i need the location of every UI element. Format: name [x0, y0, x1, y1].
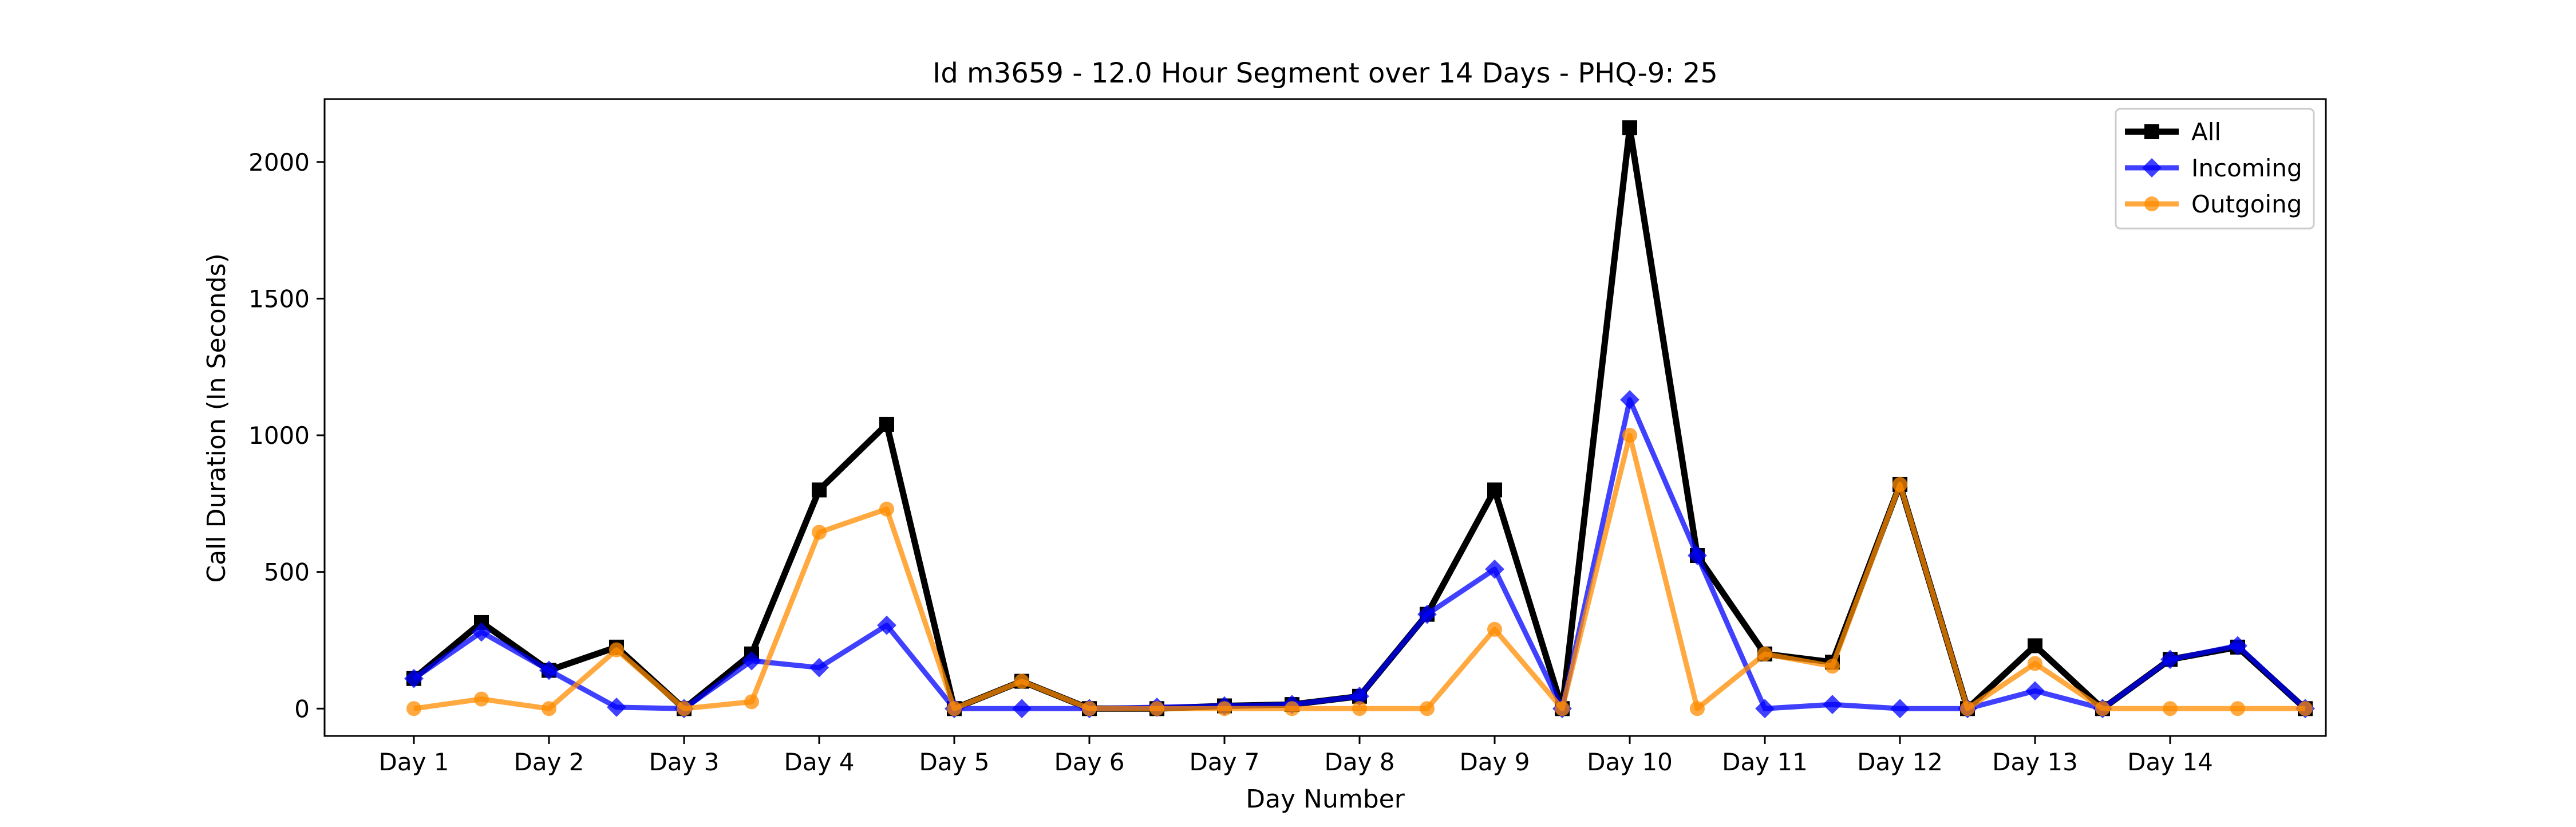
legend-label: Incoming — [2191, 154, 2302, 182]
series-marker — [404, 668, 424, 688]
series-marker — [1350, 686, 1369, 706]
series-marker — [812, 525, 827, 540]
series-marker — [607, 697, 626, 717]
series-marker — [742, 651, 761, 671]
series-marker — [877, 615, 896, 635]
legend-label: Outgoing — [2191, 190, 2302, 218]
series-marker — [812, 482, 827, 498]
series-marker — [1620, 390, 1639, 409]
series-marker — [677, 701, 692, 716]
plot-area — [404, 120, 2315, 719]
series-marker — [879, 416, 894, 432]
chart-title: Id m3659 - 12.0 Hour Segment over 14 Day… — [933, 57, 1718, 89]
series-marker — [1149, 701, 1164, 716]
x-tick-label: Day 1 — [378, 748, 449, 776]
series-marker — [744, 694, 759, 710]
series-marker — [1755, 699, 1775, 719]
series-marker — [1082, 701, 1097, 716]
y-tick-label: 500 — [264, 558, 310, 586]
series-marker — [1825, 659, 1840, 674]
series-marker — [1690, 701, 1705, 716]
series-marker — [1285, 701, 1299, 716]
series-marker — [2228, 636, 2247, 656]
legend-box — [2115, 108, 2315, 230]
series-marker — [1622, 428, 1637, 443]
series-marker — [1352, 701, 1367, 716]
series-marker — [539, 660, 559, 680]
series-marker — [1622, 120, 1637, 136]
x-tick-label: Day 3 — [649, 748, 719, 776]
series-marker — [1890, 699, 1910, 719]
y-tick-label: 1500 — [248, 285, 310, 313]
series-marker — [609, 642, 624, 657]
series-marker — [1014, 674, 1029, 689]
legend-label: All — [2191, 118, 2221, 146]
x-tick-label: Day 6 — [1054, 748, 1124, 776]
x-tick-label: Day 13 — [1992, 748, 2078, 776]
series-marker — [2025, 681, 2045, 701]
series-marker — [1555, 701, 1570, 716]
series-marker — [406, 701, 421, 716]
x-tick-label: Day 14 — [2127, 748, 2213, 776]
x-tick-label: Day 5 — [919, 748, 989, 776]
series-marker — [809, 657, 829, 678]
legend: All Incoming Outgoing — [2115, 108, 2315, 230]
y-tick-label: 2000 — [248, 148, 310, 176]
series-outgoing — [406, 428, 2313, 716]
series-marker — [1893, 476, 1907, 492]
x-tick-label: Day 2 — [513, 748, 584, 776]
series-marker — [472, 622, 491, 642]
series-marker — [1823, 695, 1842, 715]
series-marker — [2142, 158, 2162, 178]
series-marker — [2230, 701, 2245, 716]
series-marker — [2163, 701, 2178, 716]
series-marker — [474, 691, 489, 707]
y-axis-label: Call Duration (In Seconds) — [202, 253, 231, 582]
series-marker — [2144, 124, 2159, 139]
x-tick-label: Day 8 — [1324, 748, 1394, 776]
series-marker — [1757, 646, 1772, 661]
x-tick-label: Day 12 — [1857, 748, 1943, 776]
series-marker — [879, 501, 894, 517]
series-marker — [1688, 546, 1707, 565]
y-tick-label: 0 — [294, 695, 310, 723]
plot-frame — [323, 98, 2327, 737]
series-marker — [1485, 559, 1504, 579]
x-tick-label: Day 7 — [1189, 748, 1259, 776]
series-marker — [2160, 649, 2180, 670]
series-marker — [2028, 638, 2042, 653]
series-marker — [2144, 196, 2159, 211]
series-marker — [1420, 701, 1435, 716]
series-marker — [2028, 656, 2042, 671]
series-marker — [1012, 699, 1032, 719]
x-tick-label: Day 10 — [1587, 748, 1673, 776]
series-marker — [542, 701, 556, 716]
y-tick-label: 1000 — [248, 422, 310, 450]
series-marker — [2095, 701, 2110, 716]
series-marker — [1487, 482, 1502, 498]
x-tick-label: Day 9 — [1459, 748, 1530, 776]
x-axis-label: Day Number — [1246, 785, 1405, 814]
series-marker — [1487, 621, 1502, 637]
x-tick-label: Day 11 — [1722, 748, 1808, 776]
x-tick-label: Day 4 — [784, 748, 854, 776]
series-marker — [1217, 701, 1232, 716]
series-marker — [947, 701, 962, 716]
series-marker — [2298, 701, 2313, 716]
series-marker — [1960, 701, 1975, 716]
series-marker — [1417, 604, 1437, 624]
